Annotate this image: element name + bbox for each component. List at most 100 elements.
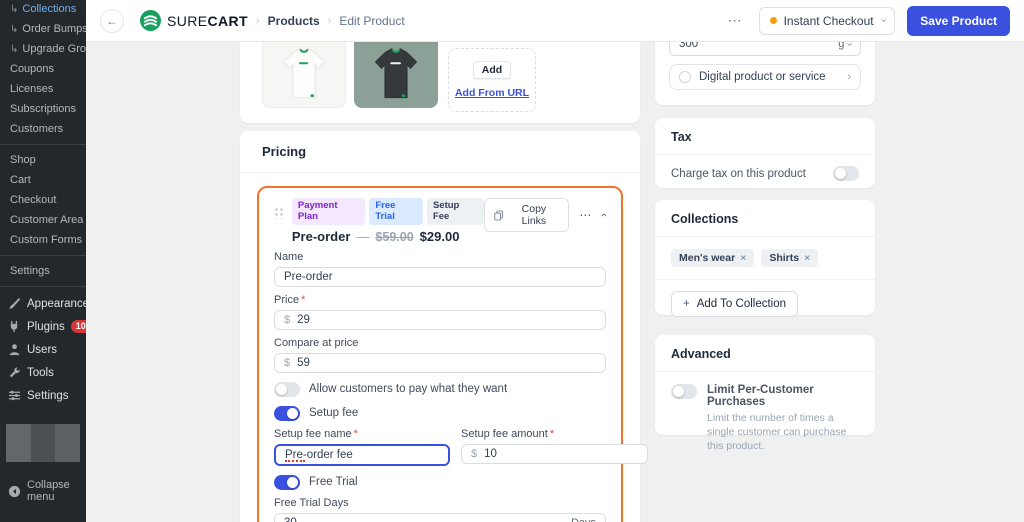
sidebar-admin-group: Appearance Plugins 10 Users Tools	[0, 287, 86, 412]
submenu-arrow-icon: ↳	[10, 3, 19, 15]
price-plan-title: Pre-order — $59.00 $29.00	[292, 229, 484, 244]
product-image-dark-tshirt[interactable]	[354, 42, 438, 108]
product-image-white-tshirt[interactable]	[262, 42, 346, 108]
price-plan-actions: Copy Links ⋯ ›	[483, 198, 610, 232]
sidebar-store-group: Shop Cart Checkout Customer Area Custom …	[0, 145, 86, 255]
white-tshirt-image	[282, 48, 326, 99]
sidebar-item-cart[interactable]: Cart	[0, 170, 86, 190]
compare-at-price-field: $	[274, 352, 606, 373]
sidebar-item-label: Order Bumps	[22, 23, 86, 35]
divider	[655, 371, 875, 372]
drag-handle-icon[interactable]	[274, 206, 284, 219]
weight-unit-value: g	[838, 42, 845, 50]
required-mark: *	[353, 427, 358, 440]
sidebar-item-checkout[interactable]: Checkout	[0, 190, 86, 210]
breadcrumb-edit-product: Edit Product	[339, 13, 405, 28]
name-input[interactable]	[284, 270, 596, 283]
compare-at-price-input[interactable]	[297, 356, 596, 369]
remove-tag-icon[interactable]: ×	[804, 252, 811, 264]
add-to-collection-button[interactable]: + Add To Collection	[671, 291, 799, 317]
sidebar-preview-placeholder	[6, 424, 81, 462]
add-image-dropzone[interactable]: Add Add From URL	[448, 48, 536, 112]
remove-tag-icon[interactable]: ×	[740, 252, 747, 264]
instant-checkout-dropdown[interactable]: Instant Checkout ›	[758, 6, 896, 35]
setup-fee-name-column: Setup fee name *	[274, 421, 450, 466]
surecart-brand: surecart	[140, 10, 248, 31]
setup-fee-fields-row: Setup fee name* Setup fee amount* $	[274, 421, 649, 466]
sidebar-item-surecart-settings[interactable]: Settings	[0, 261, 86, 281]
weight-unit-select[interactable]: g ›	[838, 42, 855, 50]
surecart-logo-icon	[140, 10, 161, 31]
submenu-arrow-icon: ↳	[10, 43, 19, 55]
plan-compare-price: $59.00	[375, 229, 414, 244]
appearance-brush-icon	[8, 297, 21, 310]
sidebar-item-label: Shop	[10, 154, 36, 166]
tools-icon	[8, 366, 21, 379]
sidebar-item-licenses[interactable]: Licenses	[0, 79, 86, 99]
sidebar-item-subscriptions[interactable]: Subscriptions	[0, 99, 86, 119]
limit-purchases-description: Limit the number of times a single custo…	[707, 412, 847, 453]
compare-at-price-label: Compare at price	[274, 336, 359, 349]
digital-product-radio[interactable]	[679, 71, 691, 83]
name-field-label: Name	[274, 250, 304, 263]
setup-fee-amount-field: $	[461, 443, 649, 464]
sidebar-submenu-group: ↳ Collections ↳ Order Bumps ↳ Upgrade Gr…	[0, 0, 86, 144]
chevron-down-icon: ›	[843, 42, 856, 46]
sidebar-item-appearance[interactable]: Appearance	[0, 292, 86, 315]
limit-purchases-toggle[interactable]	[671, 384, 697, 399]
submenu-arrow-icon: ↳	[10, 23, 19, 35]
copy-links-label: Copy Links	[521, 203, 547, 227]
pay-what-you-want-toggle[interactable]	[274, 381, 300, 397]
sidebar-item-order-bumps[interactable]: ↳ Order Bumps	[0, 19, 86, 39]
charge-tax-label: Charge tax on this product	[671, 167, 806, 180]
collapse-plan-chevron-icon[interactable]: ›	[598, 213, 611, 217]
free-trial-days-field: Days	[274, 512, 606, 522]
limit-purchases-label: Limit Per-Customer Purchases	[707, 384, 814, 408]
plan-dash: —	[356, 228, 370, 244]
pricing-section-title: Pricing	[262, 144, 307, 159]
sidebar-item-wp-settings[interactable]: Settings	[0, 384, 86, 407]
pricing-card: Pricing Payment Plan Free Trial Setup Fe…	[240, 131, 649, 522]
save-product-button[interactable]: Save Product	[907, 5, 1010, 36]
setup-fee-amount-input[interactable]	[484, 447, 639, 460]
sidebar-item-custom-forms[interactable]: Custom Forms	[0, 230, 86, 250]
add-to-collection-label: Add To Collection	[696, 298, 787, 310]
free-trial-days-input[interactable]	[284, 516, 571, 522]
weight-input[interactable]	[679, 42, 839, 50]
sidebar-item-tools[interactable]: Tools	[0, 361, 86, 384]
topbar: ← surecart › Products › Edit Product ⋯ I…	[86, 0, 1024, 42]
add-from-url-link[interactable]: Add From URL	[454, 87, 530, 99]
plan-more-button[interactable]: ⋯	[579, 208, 593, 222]
digital-product-option[interactable]: Digital product or service ›	[669, 64, 861, 90]
brand-wordmark: surecart	[167, 12, 248, 29]
breadcrumb-products[interactable]: Products	[267, 13, 320, 28]
free-trial-badge: Free Trial	[369, 198, 423, 225]
sidebar-item-plugins[interactable]: Plugins 10	[0, 315, 86, 338]
sidebar-item-customer-area[interactable]: Customer Area	[0, 210, 86, 230]
charge-tax-toggle[interactable]	[833, 166, 859, 181]
collection-tag-mens-wear: Men's wear ×	[671, 249, 755, 267]
collapse-menu-button[interactable]: Collapse menu	[0, 472, 86, 510]
copy-links-button[interactable]: Copy Links	[483, 198, 570, 232]
setup-fee-toggle[interactable]	[274, 405, 300, 421]
free-trial-toggle[interactable]	[274, 474, 300, 490]
required-mark: *	[301, 293, 306, 306]
setup-fee-row: Setup fee	[274, 405, 606, 421]
sidebar-item-collections[interactable]: ↳ Collections	[0, 0, 86, 19]
sidebar-item-coupons[interactable]: Coupons	[0, 59, 86, 79]
sidebar-item-label: Plugins	[27, 320, 65, 333]
chevron-right-icon: ›	[847, 70, 851, 83]
currency-prefix: $	[284, 356, 291, 369]
collections-card: Collections Men's wear × Shirts × + Add …	[655, 200, 875, 317]
price-input[interactable]	[297, 313, 596, 326]
sidebar-item-users[interactable]: Users	[0, 338, 86, 361]
sidebar-item-shop[interactable]: Shop	[0, 150, 86, 170]
add-image-button[interactable]: Add	[472, 61, 512, 79]
plan-name: Pre-order	[291, 228, 351, 244]
advanced-section-title: Advanced	[671, 347, 731, 361]
back-button[interactable]: ←	[100, 8, 124, 33]
setup-fee-name-input[interactable]	[285, 448, 439, 461]
sidebar-item-upgrade-groups[interactable]: ↳ Upgrade Groups	[0, 39, 86, 59]
sidebar-item-customers[interactable]: Customers	[0, 119, 86, 139]
more-actions-button[interactable]: ⋯	[727, 12, 743, 28]
